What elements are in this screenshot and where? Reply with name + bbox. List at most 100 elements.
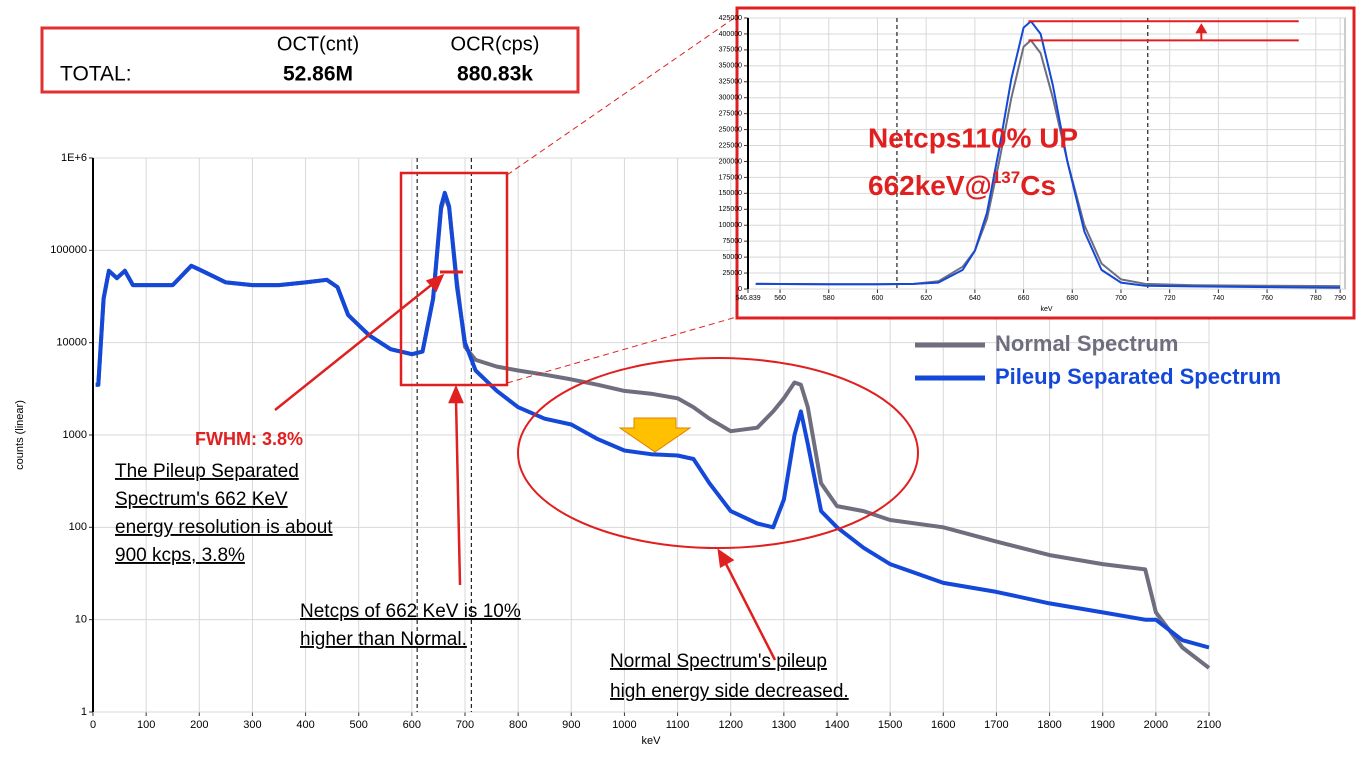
x-tick-label: 760 — [1261, 295, 1273, 302]
y-axis-label: counts (linear) — [14, 400, 26, 470]
stats-header: OCR(cps) — [451, 33, 540, 55]
x-tick-label: 560 — [774, 295, 786, 302]
y-tick-label: 350000 — [719, 63, 742, 70]
legend-label: Normal Spectrum — [995, 331, 1178, 356]
x-tick-label: 640 — [969, 295, 981, 302]
y-tick-label: 175000 — [719, 174, 742, 181]
x-tick-label: 1400 — [825, 719, 849, 731]
pileup-note: Normal Spectrum's pileup — [610, 651, 827, 672]
x-tick-label: 1100 — [666, 719, 690, 731]
legend-label: Pileup Separated Spectrum — [995, 364, 1281, 389]
x-tick-label: 680 — [1066, 295, 1078, 302]
stats-value: 880.83k — [457, 63, 533, 86]
x-tick-label: 0 — [90, 719, 96, 731]
x-tick-label: 790 — [1334, 295, 1346, 302]
y-tick-label: 0 — [738, 286, 742, 293]
x-tick-label: 700 — [1115, 295, 1127, 302]
x-tick-label: 720 — [1164, 295, 1176, 302]
y-tick-label: 75000 — [723, 238, 743, 245]
netcps-note: higher than Normal. — [300, 629, 467, 650]
x-tick-label: 200 — [190, 719, 208, 731]
x-tick-label: 620 — [920, 295, 932, 302]
y-tick-label: 375000 — [719, 47, 742, 54]
y-tick-label: 225000 — [719, 142, 742, 149]
x-tick-label: 740 — [1213, 295, 1225, 302]
resolution-note: Spectrum's 662 KeV — [115, 489, 288, 510]
x-axis-label: keV — [1040, 306, 1052, 313]
x-tick-label: 1500 — [878, 719, 902, 731]
y-tick-label: 150000 — [719, 190, 742, 197]
y-tick-label: 100000 — [719, 222, 742, 229]
x-tick-label: 600 — [872, 295, 884, 302]
x-tick-label: 1800 — [1037, 719, 1061, 731]
x-tick-label: 580 — [823, 295, 835, 302]
y-tick-label: 400000 — [719, 31, 742, 38]
zoom-line — [506, 13, 741, 176]
inset-headline: Netcps110% UP — [868, 122, 1078, 153]
resolution-note: The Pileup Separated — [115, 461, 299, 482]
x-tick-label: 660 — [1018, 295, 1030, 302]
x-tick-label: 1200 — [718, 719, 742, 731]
y-tick-label: 325000 — [719, 79, 742, 86]
mass-number: 137 — [992, 168, 1020, 187]
y-tick-label: 300000 — [719, 95, 742, 102]
x-tick-label: 1900 — [1090, 719, 1114, 731]
y-tick-label: 200000 — [719, 158, 742, 165]
resolution-note: 900 kcps, 3.8% — [115, 545, 245, 566]
x-tick-label: 800 — [509, 719, 527, 731]
y-tick-label: 10 — [75, 614, 87, 626]
x-axis-label: keV — [642, 735, 662, 747]
zoom-line — [506, 315, 741, 384]
plot-area — [747, 17, 1346, 290]
decorations — [274, 13, 919, 661]
x-tick-label: 600 — [403, 719, 421, 731]
y-tick-label: 10000 — [56, 337, 87, 349]
x-tick-label: 100 — [137, 719, 155, 731]
stats-box — [40, 26, 580, 94]
x-tick-label: 2100 — [1197, 719, 1221, 731]
y-tick-label: 25000 — [723, 270, 743, 277]
fwhm-label: FWHM: 3.8% — [195, 429, 303, 449]
up-arrow-head — [1195, 23, 1208, 34]
x-tick-label: 700 — [456, 719, 474, 731]
inset-chart: 546.839 560 580 600 620 640 660 680 700 720 740 760… — [719, 6, 1356, 320]
y-tick-label: 50000 — [723, 254, 743, 261]
stats-value: 52.86M — [283, 63, 353, 86]
series-line — [755, 20, 1341, 289]
series-line — [95, 190, 1210, 650]
y-tick-label: 425000 — [719, 15, 742, 22]
stats-row-label: TOTAL: — [60, 63, 132, 86]
energy: 662keV@ — [868, 170, 992, 201]
pileup-note: high energy side decreased. — [610, 681, 849, 702]
y-tick-label: 1000 — [63, 429, 87, 441]
y-tick-label: 1 — [81, 706, 87, 718]
annotations: FWHM: 3.8% Normal Spectrum Pileup Separat… — [115, 331, 1281, 702]
highlight-ellipse — [517, 357, 919, 549]
x-tick-label: 1300 — [772, 719, 796, 731]
stats-header: OCT(cnt) — [277, 33, 359, 55]
x-tick-label: 1700 — [984, 719, 1008, 731]
peak-box — [399, 171, 509, 387]
inset-energy: 662keV@137Cs — [868, 168, 1056, 201]
x-tick-label: 546.839 — [735, 295, 760, 302]
y-tick-label: 125000 — [719, 206, 742, 213]
x-tick-label: 1600 — [931, 719, 955, 731]
x-tick-label: 500 — [350, 719, 368, 731]
down-arrow — [618, 417, 692, 453]
resolution-note: energy resolution is about — [115, 517, 333, 538]
x-tick-label: 400 — [296, 719, 314, 731]
y-tick-label: 275000 — [719, 110, 742, 117]
callout-arrows — [274, 273, 777, 661]
y-tick-label: 250000 — [719, 126, 742, 133]
y-tick-label: 100 — [69, 521, 87, 533]
x-tick-label: 900 — [562, 719, 580, 731]
netcps-note: Netcps of 662 KeV is 10% — [300, 601, 521, 622]
element: Cs — [1020, 170, 1056, 201]
x-tick-label: 2000 — [1144, 719, 1168, 731]
y-tick-label: 100000 — [50, 244, 87, 256]
x-tick-label: 300 — [243, 719, 261, 731]
x-tick-label: 780 — [1310, 295, 1322, 302]
y-tick-label: 1E+6 — [61, 152, 87, 164]
